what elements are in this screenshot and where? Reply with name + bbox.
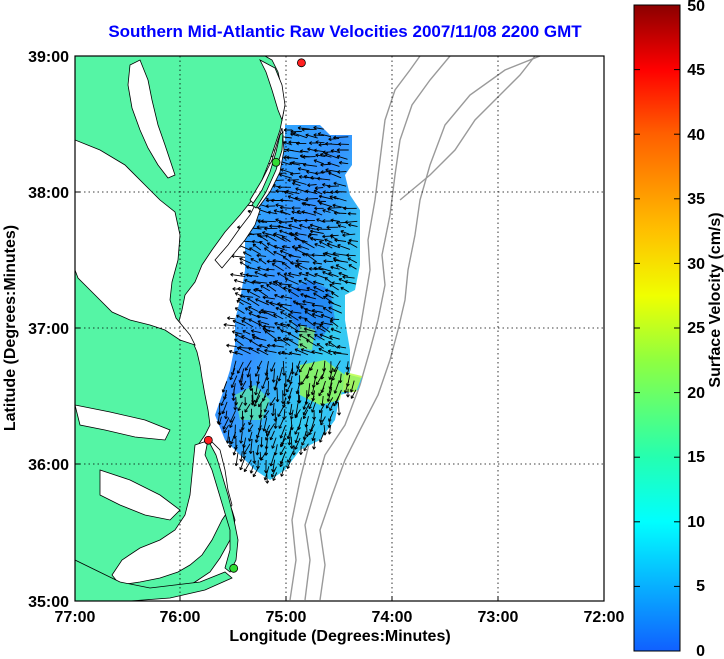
y-tick-label: 37:00 xyxy=(28,321,69,338)
chesapeake-bay xyxy=(75,59,286,586)
station-markers xyxy=(203,58,306,573)
y-tick-label: 35:00 xyxy=(28,594,69,611)
colorbar-tick-label: 50 xyxy=(687,0,705,15)
x-tick-labels: 77:00 76:00 75:00 74:00 73:00 72:00 xyxy=(55,609,625,626)
x-tick-label: 73:00 xyxy=(478,609,519,626)
y-tick-label: 38:00 xyxy=(28,185,69,202)
colorbar-tick-label: 40 xyxy=(687,127,705,144)
colorbar-tick-label: 0 xyxy=(696,643,705,659)
station-marker-green xyxy=(271,157,281,167)
colorbar-tick-label: 35 xyxy=(687,191,705,208)
colorbar-tick-labels: 50 45 40 35 30 25 20 15 10 5 0 xyxy=(687,0,705,659)
x-tick-label: 72:00 xyxy=(584,609,625,626)
colorbar-tick-label: 45 xyxy=(687,62,705,79)
map-title: Southern Mid-Atlantic Raw Velocities 200… xyxy=(108,22,582,41)
colorbar-tick-label: 30 xyxy=(687,256,705,273)
colorbar-tick-label: 25 xyxy=(687,320,705,337)
colorbar-tick-label: 10 xyxy=(687,514,705,531)
velocity-field xyxy=(215,125,362,484)
station-marker-red xyxy=(297,58,306,68)
colorbar-label: Surface Velocity (cm/s) xyxy=(707,212,724,387)
x-tick-label: 77:00 xyxy=(55,609,96,626)
x-axis-label: Longitude (Degrees:Minutes) xyxy=(229,628,450,645)
barrier-islands xyxy=(75,130,284,601)
bathymetry-contours xyxy=(289,56,541,601)
x-tick-label: 76:00 xyxy=(160,609,201,626)
colorbar-tick-label: 20 xyxy=(687,385,705,402)
station-marker-red xyxy=(203,435,213,445)
grid-lines xyxy=(75,56,604,601)
x-tick-label: 75:00 xyxy=(266,609,307,626)
x-tick-label: 74:00 xyxy=(372,609,413,626)
tick-marks xyxy=(75,191,499,601)
colorbar-tick-label: 15 xyxy=(687,449,705,466)
colorbar-tick-label: 5 xyxy=(696,578,705,595)
colorbar-tick-marks xyxy=(634,4,680,652)
y-tick-label: 39:00 xyxy=(28,49,69,66)
y-tick-labels: 39:00 38:00 37:00 36:00 35:00 xyxy=(28,49,69,611)
colorbar xyxy=(633,4,681,652)
y-tick-label: 36:00 xyxy=(28,457,69,474)
station-marker-green xyxy=(229,563,239,573)
y-axis-label: Latitude (Degrees:Minutes) xyxy=(2,225,19,431)
